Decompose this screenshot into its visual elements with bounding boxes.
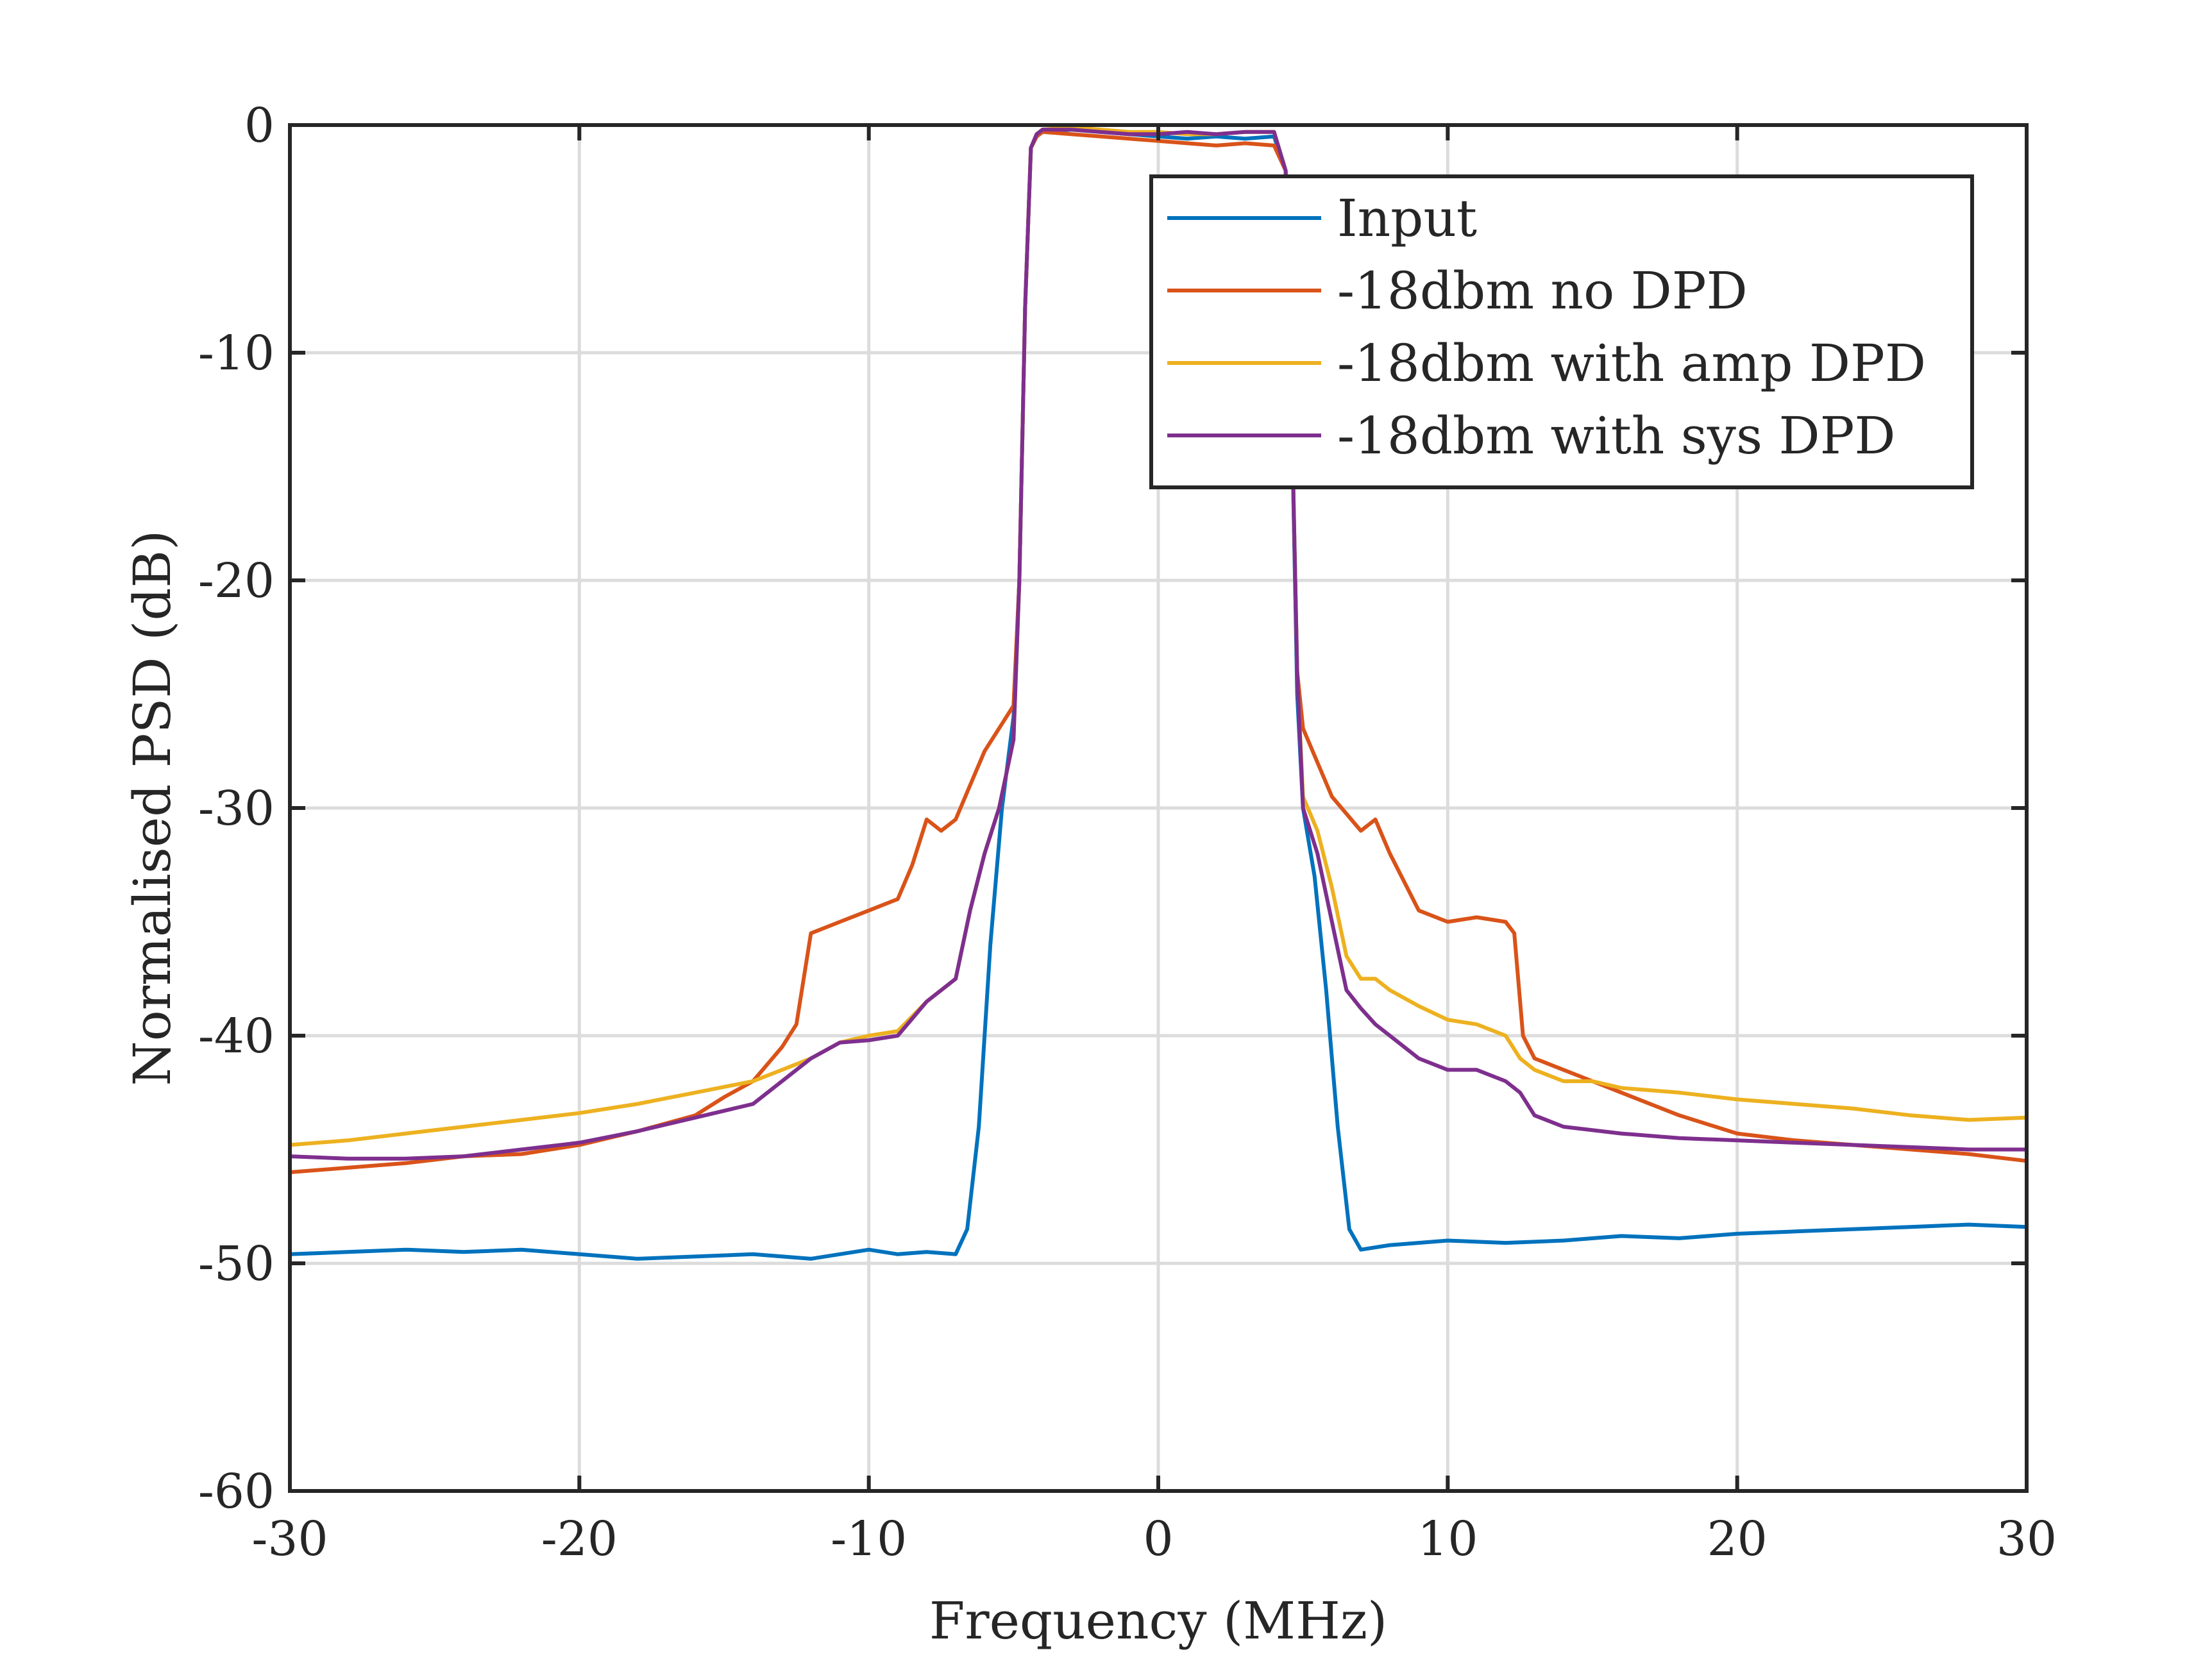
chart-legend: Input -18dbm no DPD -18dbm with amp DPD -18… [1149, 174, 1974, 489]
x-tick-label: -30 [251, 1512, 328, 1567]
x-tick-label: -10 [831, 1512, 907, 1567]
y-tick-label: -10 [198, 326, 274, 381]
series-line-3 [288, 128, 2029, 1161]
legend-label: Input [1337, 189, 1477, 248]
x-tick-label: 30 [1997, 1512, 2057, 1567]
y-tick-label: -30 [198, 781, 274, 836]
series-lines [288, 125, 2029, 1261]
y-axis-label: Normalised PSD (dB) [122, 530, 182, 1086]
axis-ticks [288, 123, 2029, 1493]
x-tick-label: 0 [1143, 1512, 1173, 1567]
legend-label: -18dbm with amp DPD [1337, 333, 1926, 393]
x-tick-label: -20 [541, 1512, 618, 1567]
y-tick-labels: -60 -50 -40 -30 -20 -10 0 [198, 98, 274, 1519]
series-line-2 [288, 125, 2029, 1147]
y-tick-label: -60 [198, 1464, 274, 1519]
x-axis-label: Frequency (MHz) [929, 1591, 1387, 1651]
x-tick-label: 10 [1417, 1512, 1478, 1567]
legend-label: -18dbm no DPD [1337, 261, 1748, 321]
y-tick-label: -40 [198, 1009, 274, 1064]
series-line-1 [288, 130, 2029, 1174]
x-tick-label: 20 [1707, 1512, 1768, 1567]
y-tick-label: 0 [244, 98, 274, 153]
legend-label: -18dbm with sys DPD [1337, 406, 1896, 466]
x-tick-labels: -30 -20 -10 0 10 20 30 [251, 1512, 2057, 1567]
y-tick-label: -20 [198, 553, 274, 609]
y-tick-label: -50 [198, 1236, 274, 1292]
